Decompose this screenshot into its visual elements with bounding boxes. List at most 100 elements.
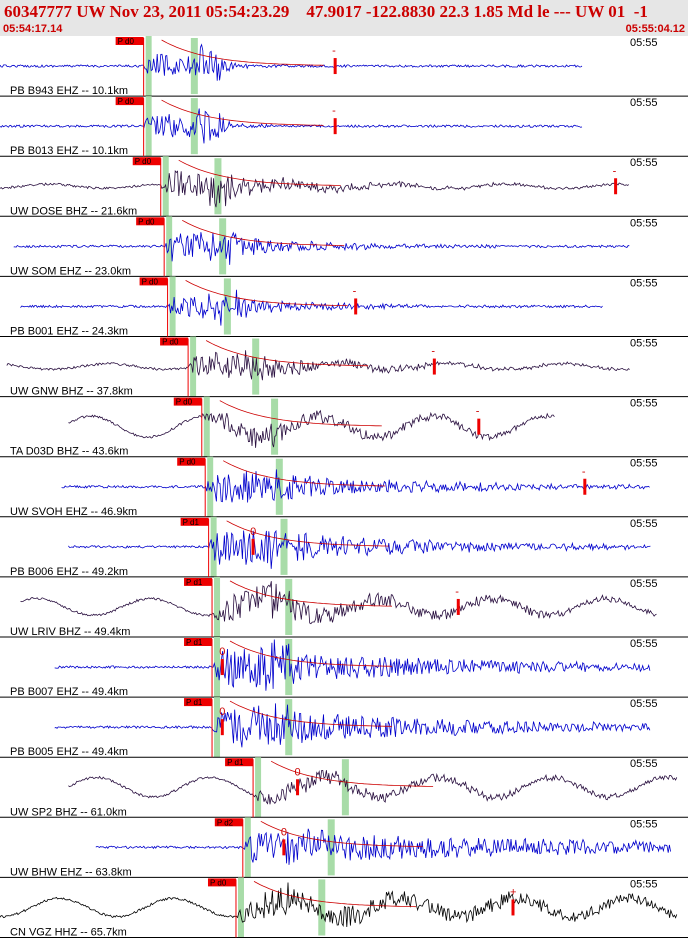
station-label: PB B943 EHZ -- 10.1km (10, 85, 128, 97)
minute-tick-label: 05:55 (630, 398, 658, 410)
event-title: 60347777 UW Nov 23, 2011 05:54:23.29 47.… (4, 2, 648, 21)
pick-flag (136, 217, 165, 226)
p-window (169, 276, 176, 337)
pick-flag (115, 37, 144, 45)
s-window (280, 518, 288, 575)
pick-flag (180, 517, 209, 526)
trace-waveform (0, 169, 630, 208)
amplitude-marker-label: - (353, 285, 357, 297)
station-label: UW SVOH EHZ -- 46.9km (10, 506, 137, 518)
s-window (190, 38, 198, 95)
amplitude-marker-label: - (332, 45, 336, 57)
amplitude-marker-label: 0 (295, 766, 301, 778)
amplitude-marker-label: 0 (281, 826, 287, 838)
pick-label: P d1 (227, 758, 244, 767)
trace-waveform (20, 581, 657, 625)
amplitude-marker-label: - (582, 466, 586, 478)
station-label: UW BHW EHZ -- 63.8km (10, 866, 132, 878)
trace-waveform (6, 350, 630, 381)
s-window (275, 458, 283, 515)
amplitude-marker (511, 899, 515, 916)
pick-flag (177, 457, 206, 466)
pick-flag (139, 277, 168, 286)
trace-waveform (68, 769, 678, 805)
pick-label: P d0 (176, 398, 193, 407)
coda-curve (253, 881, 417, 908)
coda-curve (229, 580, 393, 607)
minute-tick-label: 05:55 (630, 97, 658, 109)
trace-waveform (20, 289, 603, 326)
pick-label: P d2 (217, 818, 234, 827)
amplitude-marker-label: - (455, 586, 459, 598)
amplitude-marker-label: 0 (219, 646, 225, 658)
pick-label: P d1 (183, 518, 200, 527)
pick-flag (214, 818, 243, 827)
s-window (318, 879, 326, 936)
minute-tick-label: 05:55 (630, 698, 658, 710)
amplitude-marker-label: - (476, 406, 480, 418)
coda-curve (260, 820, 423, 847)
minute-tick-label: 05:55 (630, 638, 658, 650)
minute-tick-label: 05:55 (630, 878, 658, 890)
amplitude-marker (456, 598, 460, 615)
trace-waveform (0, 108, 583, 144)
coda-curve (229, 700, 393, 727)
s-window (271, 398, 279, 455)
station-label: PB B005 EHZ -- 49.4km (10, 746, 128, 758)
trace-waveform (54, 703, 651, 748)
amplitude-marker (282, 839, 286, 856)
pick-label: P d0 (135, 157, 152, 166)
coda-curve (205, 340, 369, 367)
station-label: UW DOSE BHZ -- 21.6km (10, 205, 137, 217)
coda-curve (270, 760, 434, 787)
amplitude-marker-label: 0 (250, 526, 256, 538)
station-label: UW SOM EHZ -- 23.0km (10, 265, 131, 277)
coda-curve (161, 39, 324, 66)
amplitude-marker (614, 178, 618, 195)
amplitude-marker-label: 0 (219, 706, 225, 718)
s-window (190, 98, 198, 155)
amplitude-marker-label: - (431, 346, 435, 358)
pick-flag (207, 878, 236, 887)
pick-label: P d1 (186, 698, 203, 707)
minute-tick-label: 05:55 (630, 217, 658, 229)
p-window (145, 96, 152, 157)
minute-tick-label: 05:55 (630, 37, 658, 49)
pick-label: P d1 (186, 578, 203, 587)
end-time: 05:55:04.12 (625, 23, 685, 35)
station-label: PB B006 EHZ -- 49.2km (10, 566, 128, 578)
amplitude-marker (583, 478, 587, 495)
trace-waveform (95, 828, 671, 865)
station-label: PB B007 EHZ -- 49.4km (10, 686, 128, 698)
station-label: PB B013 EHZ -- 10.1km (10, 145, 128, 157)
s-window (341, 759, 349, 816)
pick-label: P d0 (162, 338, 179, 347)
minute-tick-label: 05:55 (630, 758, 658, 770)
p-window (203, 396, 210, 457)
coda-curve (161, 99, 324, 126)
p-window (207, 456, 214, 517)
pick-flag (160, 337, 189, 346)
pick-label: P d0 (179, 458, 196, 467)
start-time: 05:54:17.14 (3, 23, 63, 35)
p-window (214, 637, 221, 698)
s-window (285, 578, 293, 635)
amplitude-marker (220, 659, 224, 676)
header-bar: 60347777 UW Nov 23, 2011 05:54:23.29 47.… (0, 0, 688, 36)
minute-tick-label: 05:55 (630, 157, 658, 169)
amplitude-marker (432, 358, 436, 375)
pick-flag (184, 638, 213, 646)
station-label: TA D03D BHZ -- 43.6km (10, 446, 128, 458)
pick-flag (225, 758, 254, 767)
coda-curve (178, 159, 341, 186)
amplitude-marker (296, 779, 300, 796)
amplitude-marker (333, 118, 337, 135)
amplitude-marker-label: - (613, 165, 617, 177)
coda-curve (182, 219, 345, 246)
pick-label: P d0 (118, 37, 135, 46)
amplitude-marker (220, 719, 224, 736)
minute-tick-label: 05:55 (630, 277, 658, 289)
amplitude-marker-label: - (332, 105, 336, 117)
pick-label: P d0 (118, 97, 135, 106)
